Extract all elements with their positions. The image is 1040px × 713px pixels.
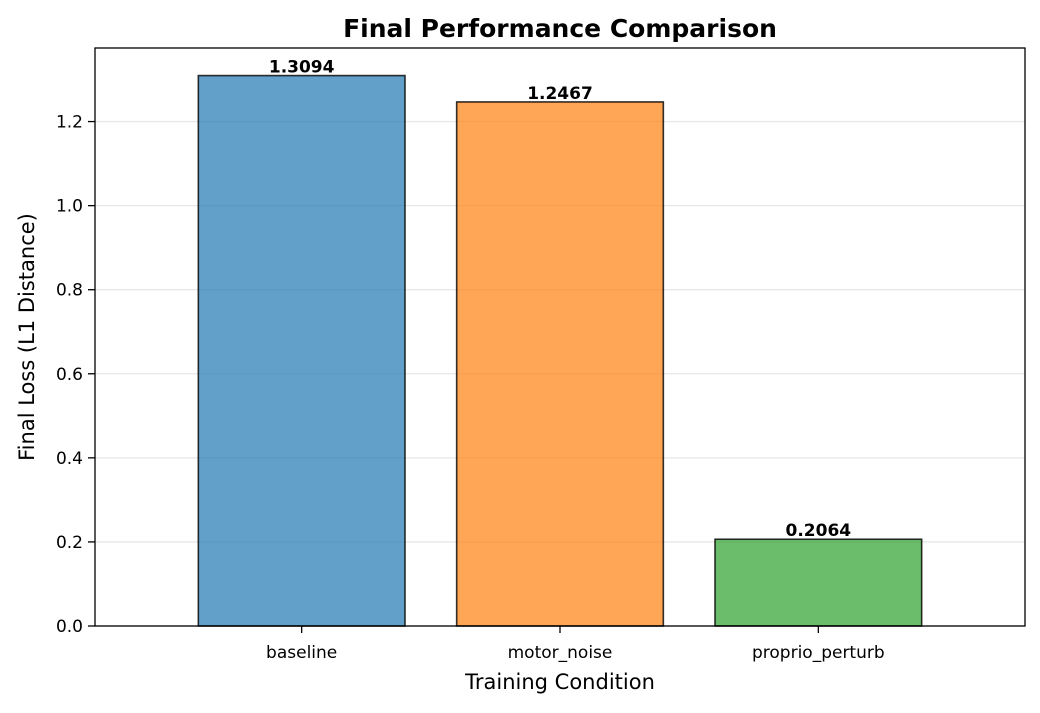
y-tick-label: 1.0	[56, 197, 83, 217]
y-tick-label: 0.0	[56, 617, 83, 637]
bars	[197, 74, 923, 627]
y-tick-label: 0.8	[56, 281, 83, 301]
data-label: 1.2467	[527, 84, 593, 104]
data-labels: 1.3094 1.2467 0.2064	[269, 58, 851, 542]
y-axis-ticks: 0.0 0.2 0.4 0.6 0.8 1.0 1.2	[56, 113, 95, 637]
data-label: 1.3094	[269, 58, 335, 78]
chart-title: Final Performance Comparison	[343, 14, 777, 43]
y-tick-label: 1.2	[56, 113, 83, 133]
y-tick-label: 0.6	[56, 365, 83, 385]
x-tick-label: proprio_perturb	[752, 643, 885, 663]
y-tick-label: 0.2	[56, 533, 83, 553]
y-axis-label: Final Loss (L1 Distance)	[15, 213, 39, 461]
bar-motor_noise	[455, 101, 665, 627]
bar-baseline	[197, 74, 406, 627]
data-label: 0.2064	[786, 521, 852, 541]
x-axis-ticks: baseline motor_noise proprio_perturb	[266, 626, 885, 663]
x-tick-label: motor_noise	[508, 643, 613, 663]
x-axis-label: Training Condition	[464, 670, 655, 694]
x-tick-label: baseline	[266, 643, 337, 663]
bar-proprio_perturb	[714, 538, 923, 627]
y-tick-label: 0.4	[56, 449, 83, 469]
